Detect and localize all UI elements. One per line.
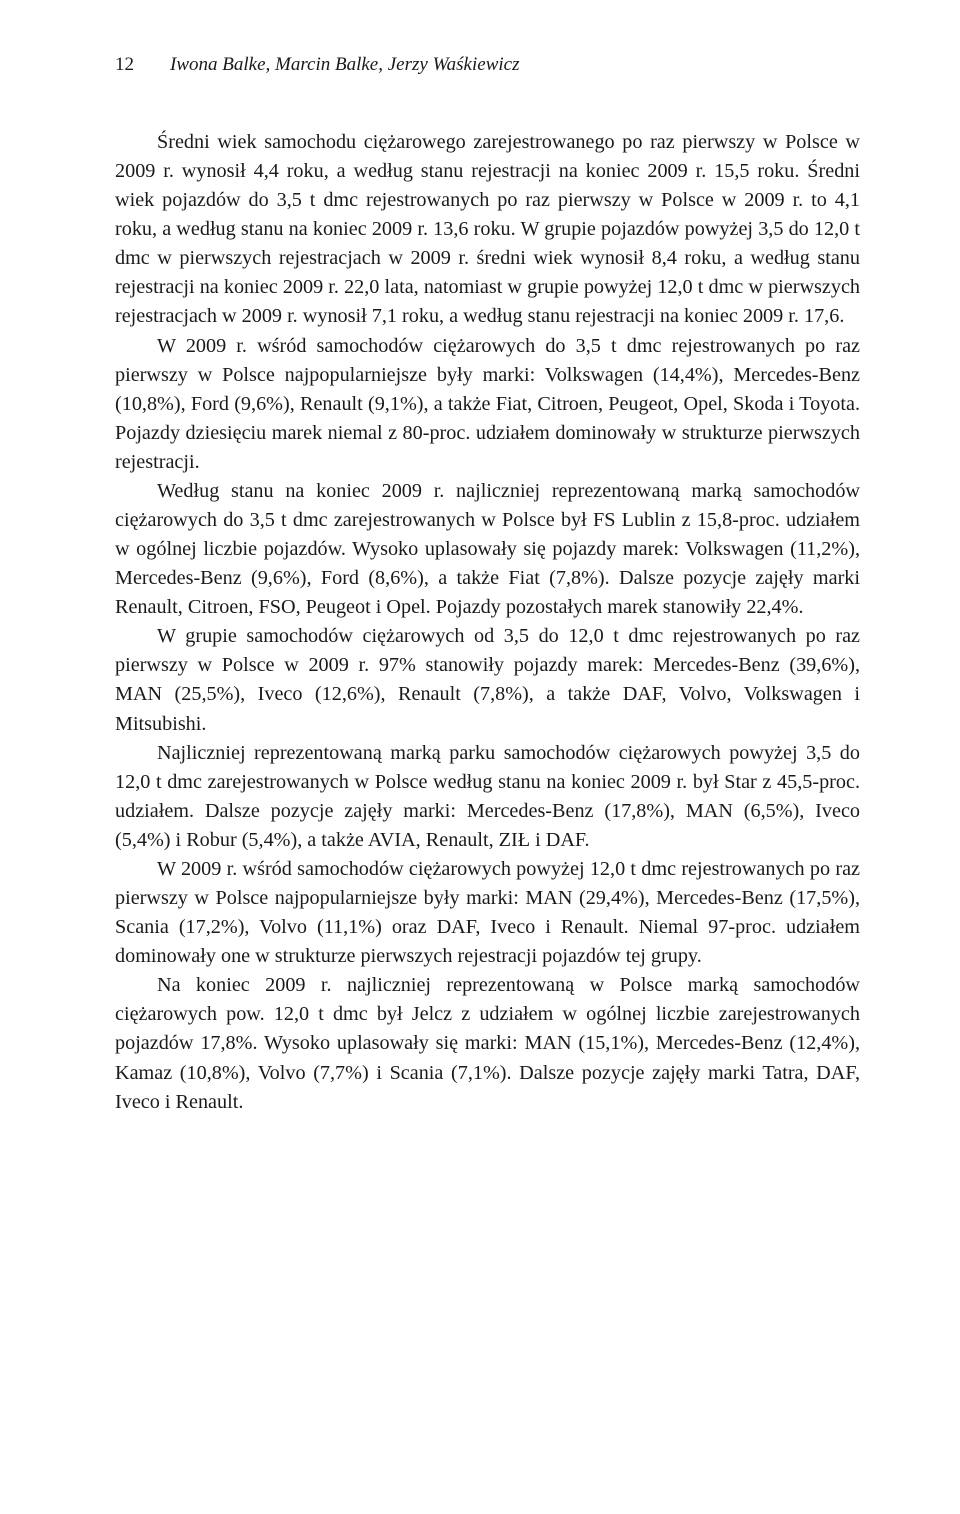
document-page: 12 Iwona Balke, Marcin Balke, Jerzy Waśk… — [0, 0, 960, 1514]
page-number: 12 — [115, 54, 134, 76]
header-authors: Iwona Balke, Marcin Balke, Jerzy Waśkiew… — [170, 54, 519, 76]
paragraph-7: Na koniec 2009 r. najliczniej reprezento… — [115, 971, 860, 1116]
running-head: 12 Iwona Balke, Marcin Balke, Jerzy Waśk… — [115, 54, 860, 76]
paragraph-6: W 2009 r. wśród samochodów ciężarowych p… — [115, 855, 860, 971]
paragraph-3: Według stanu na koniec 2009 r. najliczni… — [115, 477, 860, 622]
paragraph-1: Średni wiek samochodu ciężarowego zareje… — [115, 128, 860, 332]
paragraph-4: W grupie samochodów ciężarowych od 3,5 d… — [115, 622, 860, 738]
paragraph-2: W 2009 r. wśród samochodów ciężarowych d… — [115, 332, 860, 477]
paragraph-5: Najliczniej reprezentowaną marką parku s… — [115, 739, 860, 855]
body-text: Średni wiek samochodu ciężarowego zareje… — [115, 128, 860, 1117]
